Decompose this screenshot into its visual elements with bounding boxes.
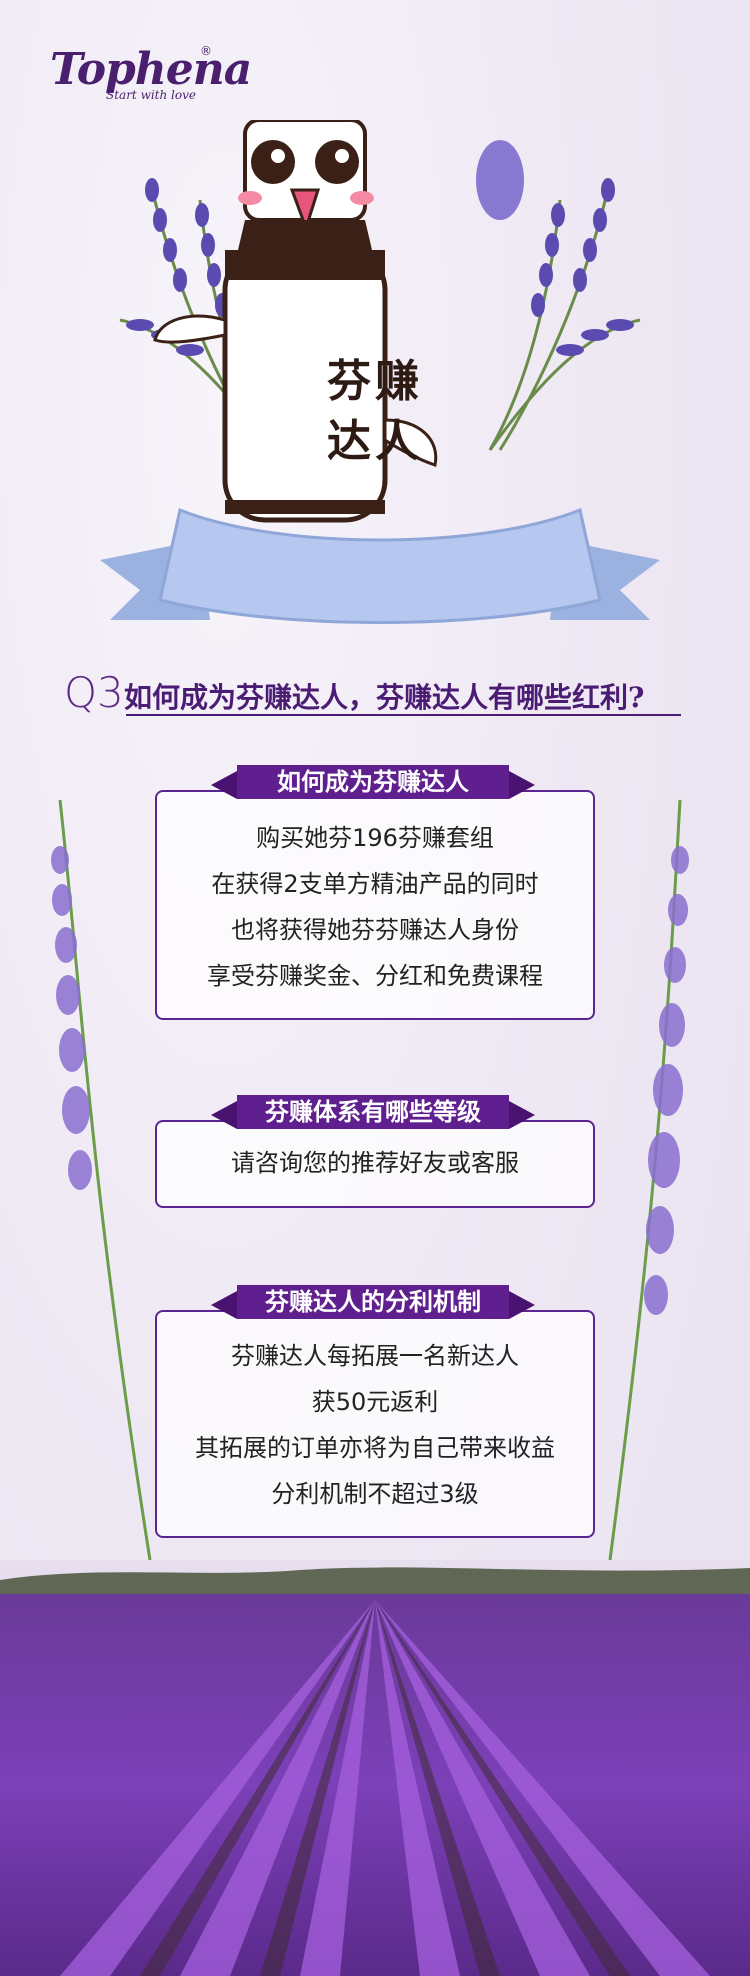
- registered-mark: ®: [200, 44, 212, 58]
- brand-logo: Tophena ® Start with love: [50, 44, 252, 104]
- question-heading: Q3 如何成为芬赚达人，芬赚达人有哪些红利?: [64, 668, 694, 722]
- section-title: 芬赚达人的分利机制: [211, 1285, 535, 1319]
- lavender-stem-right-icon: [608, 799, 689, 1561]
- section-title: 如何成为芬赚达人: [211, 765, 535, 799]
- section-line: 分利机制不超过3级: [271, 1480, 479, 1508]
- section-title: 芬赚体系有哪些等级: [211, 1095, 535, 1129]
- question-underline: [126, 714, 681, 716]
- question-number: Q3: [64, 668, 124, 717]
- section-lines: 请咨询您的推荐好友或客服: [155, 1140, 595, 1186]
- section-line: 其拓展的订单亦将为自己带来收益: [195, 1434, 555, 1462]
- section-line: 也将获得她芬芬赚达人身份: [231, 916, 519, 944]
- mascot-illustration: [100, 120, 660, 624]
- mascot-title: 芬赚 达人: [327, 356, 423, 467]
- question-text: 如何成为芬赚达人，芬赚达人有哪些红利?: [124, 681, 645, 714]
- section-line: 享受芬赚奖金、分红和免费课程: [207, 962, 543, 990]
- section-line: 请咨询您的推荐好友或客服: [231, 1149, 519, 1177]
- section-line: 芬赚达人每拓展一名新达人: [231, 1342, 519, 1370]
- section-line: 购买她芬196芬赚套组: [256, 824, 494, 852]
- section-lines: 购买她芬196芬赚套组 在获得2支单方精油产品的同时 也将获得她芬芬赚达人身份 …: [155, 815, 595, 999]
- brand-tagline: Start with love: [106, 88, 196, 102]
- section-lines: 芬赚达人每拓展一名新达人 获50元返利 其拓展的订单亦将为自己带来收益 分利机制…: [155, 1333, 595, 1517]
- lavender-stem-left-icon: [51, 799, 152, 1561]
- lavender-field-image: [0, 1560, 750, 1976]
- lavender-right-icon: [488, 179, 641, 451]
- section-line: 在获得2支单方精油产品的同时: [211, 870, 539, 898]
- section-line: 获50元返利: [311, 1388, 439, 1416]
- brand-name: Tophena: [50, 44, 252, 95]
